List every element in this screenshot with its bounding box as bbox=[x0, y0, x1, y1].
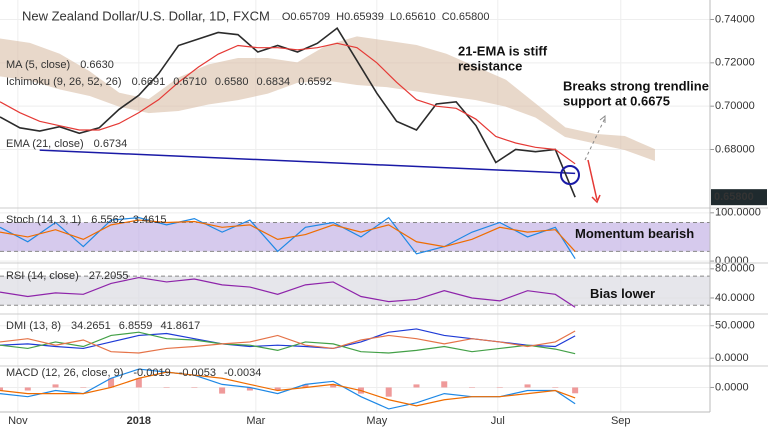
indicator-label: RSI (14, close) bbox=[6, 270, 79, 282]
annotation: support at 0.6675 bbox=[563, 93, 670, 108]
series-line bbox=[0, 371, 576, 407]
up-arrow bbox=[584, 117, 606, 161]
indicator-readout: 34.2651 bbox=[71, 320, 111, 332]
histogram-bar bbox=[80, 387, 87, 388]
x-tick-label: May bbox=[366, 415, 387, 427]
indicator-readout: 41.8617 bbox=[160, 320, 200, 332]
indicator-readout: 0.6834 bbox=[257, 76, 291, 88]
x-tick-label: Sep bbox=[611, 415, 631, 427]
indicator-band bbox=[0, 222, 710, 252]
histogram-bar bbox=[52, 384, 59, 388]
down-arrow bbox=[587, 159, 598, 201]
indicator-readout: 0.6734 bbox=[94, 138, 128, 150]
x-tick-label: Nov bbox=[8, 415, 28, 427]
indicator-readout: 0.6580 bbox=[215, 76, 249, 88]
y-tick-label: 40.0000 bbox=[715, 292, 755, 304]
annotation: Momentum bearish bbox=[575, 226, 694, 241]
histogram-bar bbox=[524, 384, 531, 388]
histogram-bar bbox=[572, 387, 579, 394]
indicator-readout: 0.6630 bbox=[80, 59, 114, 71]
y-tick-label: 0.70000 bbox=[715, 100, 755, 112]
y-tick-label: 80.0000 bbox=[715, 263, 755, 275]
annotation: Breaks strong trendline bbox=[563, 78, 709, 93]
indicator-readout: 0.6710 bbox=[173, 76, 207, 88]
histogram-bar bbox=[0, 387, 3, 391]
indicator-band bbox=[0, 276, 710, 306]
y-tick-label: 0.74000 bbox=[715, 13, 755, 25]
histogram-bar bbox=[330, 384, 337, 388]
annotation: Bias lower bbox=[590, 286, 655, 301]
series-line bbox=[0, 330, 576, 354]
indicator-label: Stoch (14, 3, 1) bbox=[6, 214, 81, 226]
indicator-label: MA (5, close) bbox=[6, 59, 70, 71]
histogram-bar bbox=[274, 387, 281, 391]
histogram-bar bbox=[246, 387, 253, 391]
indicator-label: EMA (21, close) bbox=[6, 138, 84, 150]
series-line bbox=[0, 216, 576, 259]
y-tick-label: 0.0000 bbox=[715, 352, 749, 364]
trendline bbox=[39, 149, 576, 175]
histogram-bar bbox=[108, 378, 115, 388]
break-marker bbox=[560, 165, 580, 185]
histogram-bar bbox=[24, 387, 31, 391]
histogram-bar bbox=[469, 387, 476, 388]
indicator-readout: 3.4615 bbox=[133, 214, 167, 226]
last-price-label: 0.65800 bbox=[714, 191, 754, 203]
y-tick-label: 0.72000 bbox=[715, 57, 755, 69]
annotation: 21-EMA is stiff bbox=[458, 43, 548, 58]
series-line bbox=[0, 276, 576, 308]
last-price-tag bbox=[711, 189, 767, 206]
histogram-bar bbox=[496, 387, 503, 388]
ohlc-readout: O0.65709 bbox=[282, 11, 330, 23]
indicator-label: Ichimoku (9, 26, 52, 26) bbox=[6, 76, 122, 88]
x-tick-label: 2018 bbox=[127, 415, 151, 427]
histogram-bar bbox=[191, 387, 198, 388]
histogram-bar bbox=[219, 387, 226, 394]
down-arrow-head bbox=[591, 194, 601, 204]
histogram-bar bbox=[552, 387, 559, 388]
histogram-bar bbox=[163, 387, 170, 388]
ohlc-readout: H0.65939 bbox=[336, 11, 384, 23]
ichimoku-cloud bbox=[0, 36, 655, 162]
y-tick-label: 0.68000 bbox=[715, 143, 755, 155]
histogram-bar bbox=[302, 384, 309, 388]
histogram-bar bbox=[135, 378, 142, 388]
indicator-readout: 0.6691 bbox=[132, 76, 166, 88]
y-tick-label: 100.0000 bbox=[715, 207, 761, 219]
chart-title: New Zealand Dollar/U.S. Dollar, 1D, FXCM bbox=[22, 8, 270, 23]
y-tick-label: 50.0000 bbox=[715, 320, 755, 332]
indicator-readout: 6.8559 bbox=[119, 320, 153, 332]
y-tick-label: 0.0000 bbox=[715, 255, 749, 267]
ohlc-readout: C0.65800 bbox=[442, 11, 490, 23]
indicator-readout: -0.0034 bbox=[224, 367, 261, 379]
histogram-bar bbox=[441, 381, 448, 388]
indicator-readout: 0.6592 bbox=[298, 76, 332, 88]
series-line bbox=[0, 42, 576, 165]
x-tick-label: Mar bbox=[246, 415, 265, 427]
indicator-readout: -0.0019 bbox=[133, 367, 170, 379]
series-line bbox=[0, 331, 576, 355]
y-tick-label: 0.0000 bbox=[715, 381, 749, 393]
series-line bbox=[0, 219, 576, 252]
histogram-bar bbox=[385, 387, 392, 397]
indicator-label: DMI (13, 8) bbox=[6, 320, 61, 332]
up-arrow-head bbox=[599, 114, 606, 123]
annotation: resistance bbox=[458, 58, 522, 73]
x-tick-label: Jul bbox=[491, 415, 505, 427]
indicator-readout: 6.5562 bbox=[91, 214, 125, 226]
indicator-readout: 27.2055 bbox=[89, 270, 129, 282]
ohlc-readout: L0.65610 bbox=[390, 11, 436, 23]
indicator-readout: -0.0053 bbox=[179, 367, 216, 379]
histogram-bar bbox=[413, 384, 420, 388]
indicator-label: MACD (12, 26, close, 9) bbox=[6, 367, 123, 379]
